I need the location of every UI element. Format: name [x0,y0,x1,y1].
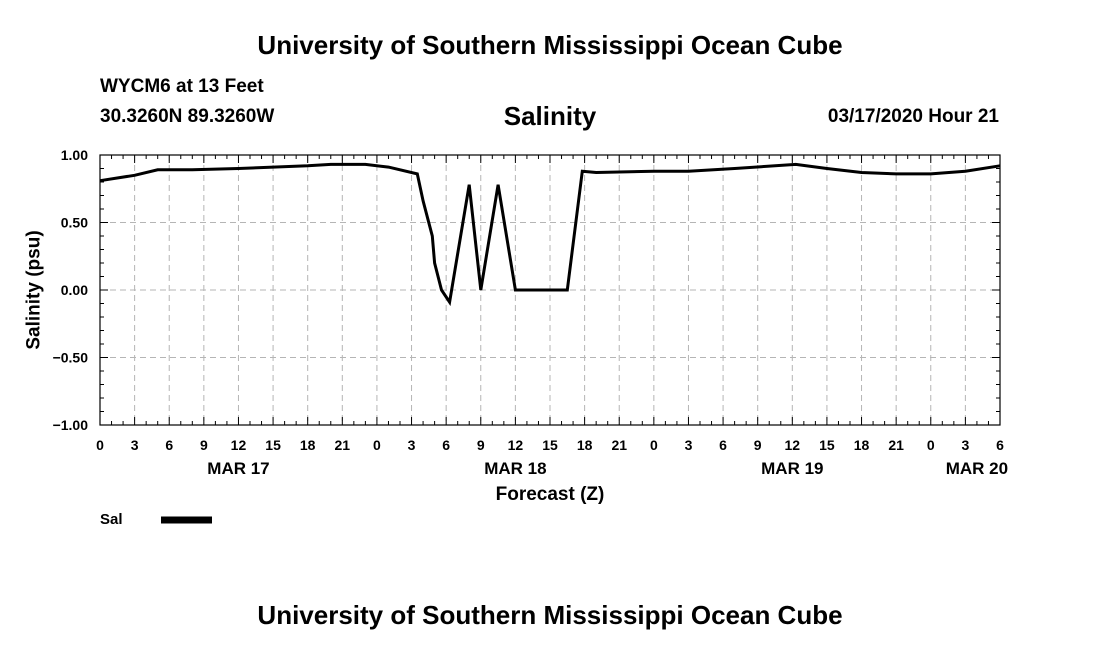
x-axis-tick-labels: 0 3 6 9 12 15 18 21 0 3 6 9 12 15 18 21 0 3 6 9 12 15 18 21 0 3 6 [96,437,1004,453]
x-tick-label: 0 [373,437,381,453]
y-tick-label: 1.00 [61,147,88,163]
x-tick-label: 0 [927,437,935,453]
date-label: MAR 20 [946,459,1008,478]
x-axis-date-labels: MAR 17 MAR 18 MAR 19 MAR 20 [207,459,1008,478]
station-label: WYCM6 at 13 Feet [100,76,264,97]
x-axis-label: Forecast (Z) [496,484,605,505]
x-tick-label: 0 [96,437,104,453]
date-label: MAR 17 [207,459,269,478]
legend-label: Sal [100,511,123,528]
y-tick-label: −1.00 [53,417,89,433]
x-tick-label: 15 [819,437,835,453]
x-tick-label: 3 [408,437,416,453]
x-tick-label: 18 [300,437,316,453]
salinity-line [99,162,1001,307]
x-tick-label: 15 [542,437,558,453]
x-tick-label: 21 [888,437,904,453]
x-tick-label: 3 [961,437,969,453]
plot-frame [99,154,1001,426]
y-tick-label: −0.50 [53,350,89,366]
x-tick-label: 18 [577,437,593,453]
x-tick-label: 9 [477,437,485,453]
chart-title: Salinity [503,101,597,131]
data-series [99,162,1001,307]
x-tick-label: 0 [650,437,658,453]
x-tick-label: 6 [165,437,173,453]
x-tick-label: 21 [335,437,351,453]
x-tick-label: 3 [131,437,139,453]
date-label: MAR 18 [484,459,546,478]
x-tick-label: 3 [685,437,693,453]
y-tick-label: 0.00 [61,282,88,298]
y-axis-label: Salinity (psu) [24,230,45,349]
x-tick-label: 6 [996,437,1004,453]
forecast-datetime: 03/17/2020 Hour 21 [827,106,999,127]
coordinates-label: 30.3260N 89.3260W [100,106,275,127]
axis-ticks [99,154,1001,426]
x-tick-label: 12 [785,437,801,453]
date-label: MAR 19 [761,459,823,478]
page-title: University of Southern Mississippi Ocean… [257,30,843,60]
x-tick-label: 6 [442,437,450,453]
x-tick-label: 9 [200,437,208,453]
y-axis-tick-labels: −1.00 −0.50 0.00 0.50 1.00 [53,147,89,433]
footer-title: University of Southern Mississippi Ocean… [257,600,843,630]
x-tick-label: 12 [508,437,524,453]
x-tick-label: 18 [854,437,870,453]
y-tick-label: 0.50 [61,215,88,231]
x-tick-label: 12 [231,437,247,453]
x-tick-label: 6 [719,437,727,453]
x-tick-label: 21 [611,437,627,453]
x-tick-label: 9 [754,437,762,453]
x-tick-label: 15 [265,437,281,453]
legend: Sal [100,511,212,528]
